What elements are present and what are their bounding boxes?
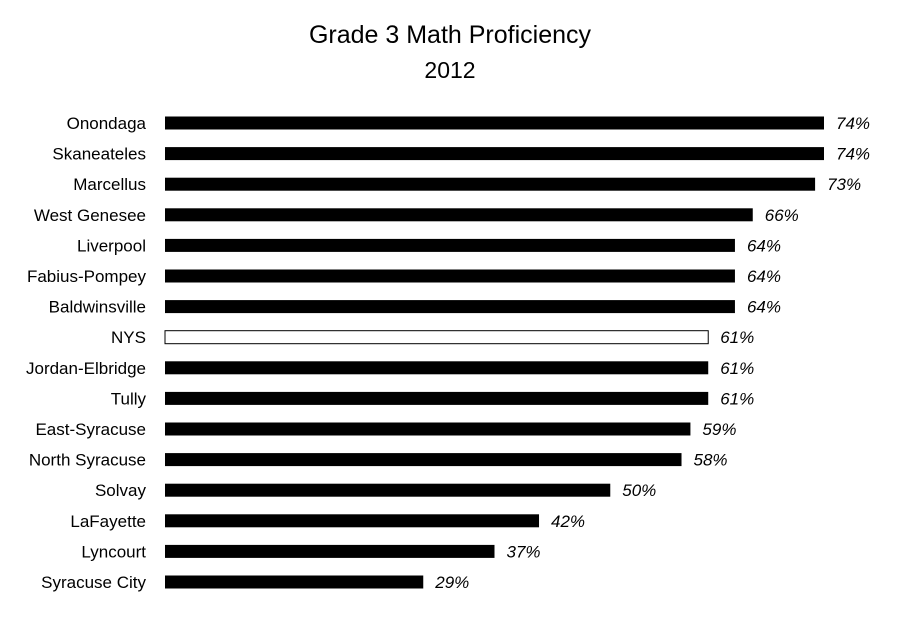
data-label: 37% — [507, 542, 541, 561]
bar — [165, 361, 709, 375]
data-label: 61% — [720, 389, 754, 408]
data-label: 42% — [551, 512, 585, 531]
bar — [165, 147, 824, 161]
bar — [165, 514, 540, 528]
category-label: Jordan-Elbridge — [26, 359, 146, 378]
chart-title: Grade 3 Math Proficiency — [308, 21, 592, 49]
category-label: Skaneateles — [52, 145, 146, 164]
category-label: North Syracuse — [29, 451, 146, 470]
data-label: 61% — [720, 359, 754, 378]
bar — [165, 575, 424, 589]
data-label: 74% — [836, 114, 870, 133]
data-label: 74% — [836, 145, 870, 164]
bar — [165, 544, 495, 558]
data-label: 50% — [622, 481, 656, 500]
category-label: NYS — [111, 328, 146, 347]
category-label: Solvay — [95, 481, 147, 500]
bar — [165, 300, 735, 314]
data-label: 66% — [765, 206, 799, 225]
bar — [165, 422, 691, 436]
data-label: 29% — [434, 573, 469, 592]
category-label: Baldwinsville — [49, 298, 146, 317]
bar — [165, 269, 735, 283]
data-label: 64% — [747, 267, 781, 286]
data-label: 59% — [702, 420, 736, 439]
category-label: Tully — [111, 389, 147, 408]
category-label: East-Syracuse — [35, 420, 146, 439]
category-label: Fabius-Pompey — [27, 267, 147, 286]
data-label: 64% — [747, 236, 781, 255]
chart-subtitle: 2012 — [424, 57, 476, 83]
bar — [165, 483, 611, 497]
data-label: 64% — [747, 298, 781, 317]
bar — [165, 238, 735, 252]
category-label: LaFayette — [70, 512, 146, 531]
data-label: 61% — [720, 328, 754, 347]
bar — [165, 391, 709, 405]
data-label: 58% — [694, 451, 728, 470]
bar — [165, 116, 824, 130]
bar — [165, 453, 682, 467]
bar — [165, 177, 816, 191]
data-label: 73% — [827, 175, 861, 194]
bar-highlight — [164, 330, 709, 345]
category-label: Lyncourt — [81, 542, 146, 561]
category-label: Marcellus — [73, 175, 146, 194]
category-label: Onondaga — [67, 114, 147, 133]
category-label: Syracuse City — [41, 573, 146, 592]
category-label: West Genesee — [34, 206, 146, 225]
bar — [165, 208, 753, 222]
category-label: Liverpool — [77, 236, 146, 255]
